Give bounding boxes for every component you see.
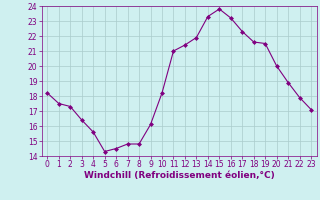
X-axis label: Windchill (Refroidissement éolien,°C): Windchill (Refroidissement éolien,°C) [84,171,275,180]
